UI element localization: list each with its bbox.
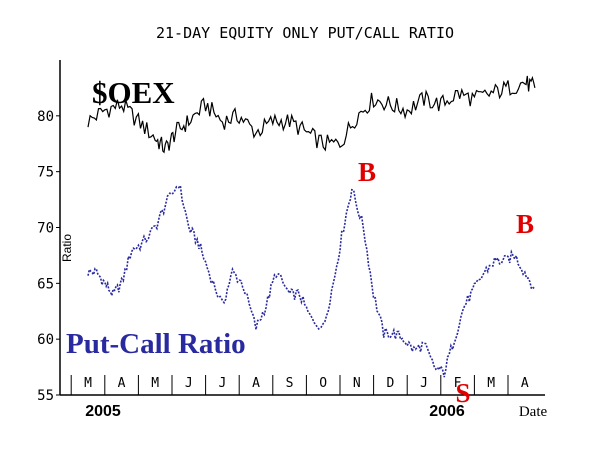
x-tick-label: M xyxy=(487,376,495,391)
y-tick-label: 80 xyxy=(37,109,54,125)
x-tick-label: J xyxy=(420,376,428,391)
x-tick-label: A xyxy=(118,376,126,391)
year-label-2006: 2006 xyxy=(429,403,465,420)
buy-signal-label-1: B xyxy=(358,157,376,187)
x-tick-label: M xyxy=(151,376,159,391)
sell-signal-label: S xyxy=(455,378,470,408)
x-tick-label: D xyxy=(386,376,394,391)
x-tick-label: A xyxy=(521,376,529,391)
y-tick-label: 60 xyxy=(37,332,54,348)
x-tick-label: N xyxy=(353,376,361,391)
x-tick-label: M xyxy=(84,376,92,391)
y-tick-label: 65 xyxy=(37,276,54,292)
x-tick-label: O xyxy=(319,376,327,391)
y-axis-label: Ratio xyxy=(60,234,74,262)
y-tick-label: 75 xyxy=(37,165,54,181)
x-tick-label: J xyxy=(218,376,226,391)
x-tick-label: A xyxy=(252,376,260,391)
y-tick-label: 70 xyxy=(37,221,54,237)
chart-title: 21-DAY EQUITY ONLY PUT/CALL RATIO xyxy=(156,24,454,42)
x-tick-label: J xyxy=(185,376,193,391)
put-call-ratio-series-label: Put-Call Ratio xyxy=(66,328,246,360)
buy-signal-label-2: B xyxy=(516,209,534,239)
x-tick-label: S xyxy=(286,376,294,391)
y-tick-label: 55 xyxy=(37,388,54,404)
y-axis-ticks: 55 60 65 70 75 80 xyxy=(37,109,60,404)
x-tick-label: F xyxy=(454,376,462,391)
year-label-2005: 2005 xyxy=(85,403,121,420)
oex-series-label: $OEX xyxy=(92,75,175,110)
series-line-oex xyxy=(87,75,536,154)
x-axis-label: Date xyxy=(519,404,548,420)
series-line-put-call-ratio xyxy=(87,183,536,378)
